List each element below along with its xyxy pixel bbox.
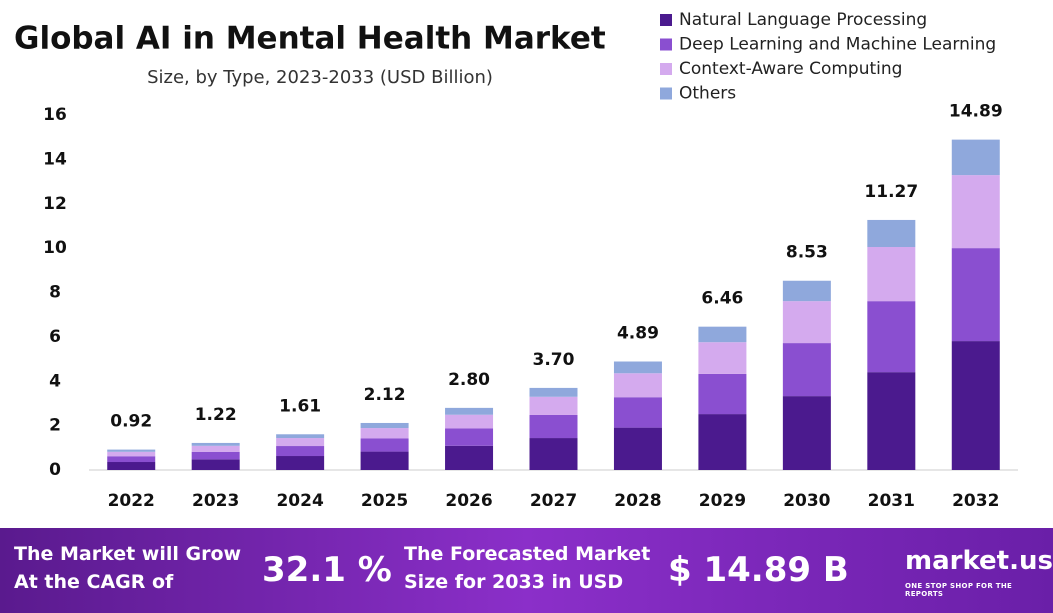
bar-segment: [529, 387, 578, 397]
bar-segment: [360, 438, 409, 452]
bar-segment: [191, 442, 240, 446]
bar-segment: [445, 445, 494, 470]
bar-segment: [698, 342, 747, 374]
bar-segment: [529, 414, 578, 439]
x-tick-label: 2022: [108, 491, 155, 511]
bar-segment: [951, 175, 1000, 249]
bar-segment: [867, 219, 916, 248]
bar-segment: [276, 456, 325, 470]
bar-segment: [276, 434, 325, 439]
tagline: ONE STOP SHOP FOR THE REPORTS: [905, 582, 1013, 598]
banner: The Market will Grow At the CAGR of 32.1…: [0, 528, 1053, 613]
x-tick-label: 2029: [699, 491, 746, 511]
bar-segment: [107, 449, 156, 452]
bar-segment: [529, 396, 578, 415]
bar-segment: [951, 139, 1000, 176]
bar-segment: [191, 451, 240, 460]
legend-label: Deep Learning and Machine Learning: [679, 35, 996, 55]
bar-segment: [698, 373, 747, 415]
x-tick-label: 2026: [445, 491, 492, 511]
y-tick-label: 10: [43, 238, 67, 258]
chart: Global AI in Mental Health Market Size, …: [14, 10, 1018, 511]
bar-segment: [867, 372, 916, 470]
total-label: 14.89: [949, 102, 1003, 122]
bar-segment: [445, 414, 494, 429]
total-label: 8.53: [786, 243, 828, 263]
bar-segment: [360, 422, 409, 429]
bar-segment: [782, 301, 831, 344]
bar-segment: [951, 341, 1000, 470]
y-tick-label: 6: [49, 327, 61, 347]
legend-label: Natural Language Processing: [679, 10, 927, 30]
bar-segment: [107, 456, 156, 463]
cagr-value: 32.1 %: [262, 550, 392, 590]
y-tick-label: 14: [43, 149, 67, 169]
bar-segment: [613, 373, 662, 398]
bar-segment: [445, 407, 494, 415]
legend-swatch: [660, 63, 672, 75]
bar-segment: [698, 414, 747, 470]
bar-segment: [782, 280, 831, 302]
total-label: 4.89: [617, 324, 659, 344]
cagr-text: The Market will Grow At the CAGR of: [14, 543, 242, 593]
bar-segment: [191, 445, 240, 452]
legend-label: Others: [679, 84, 736, 104]
forecast-text: The Forecasted Market Size for 2033 in U…: [404, 543, 651, 593]
x-tick-label: 2023: [192, 491, 239, 511]
bar-segment: [698, 326, 747, 343]
x-tick-label: 2032: [952, 491, 999, 511]
bar-segment: [360, 428, 409, 439]
bar-segment: [613, 427, 662, 470]
y-tick-label: 12: [43, 194, 67, 214]
x-tick-label: 2027: [530, 491, 577, 511]
bar-segment: [782, 396, 831, 470]
bar-segment: [613, 397, 662, 428]
x-tick-label: 2030: [783, 491, 830, 511]
y-tick-label: 8: [49, 283, 61, 303]
y-tick-label: 4: [49, 371, 61, 391]
total-label: 3.70: [533, 350, 575, 370]
bar-segment: [107, 462, 156, 470]
legend-label: Context-Aware Computing: [679, 59, 902, 79]
legend-swatch: [660, 14, 672, 26]
y-tick-label: 16: [43, 105, 67, 125]
total-label: 0.92: [110, 412, 152, 432]
x-tick-label: 2031: [868, 491, 915, 511]
bar-segment: [782, 343, 831, 397]
total-label: 1.61: [279, 396, 321, 416]
bar-segment: [867, 301, 916, 373]
legend-swatch: [660, 38, 672, 51]
bar-segment: [276, 438, 325, 447]
chart-subtitle: Size, by Type, 2023-2033 (USD Billion): [147, 67, 493, 88]
total-label: 1.22: [195, 405, 237, 425]
brand: market.us: [905, 546, 1053, 576]
x-tick-label: 2025: [361, 491, 408, 511]
bar-segment: [613, 361, 662, 374]
bar-segment: [951, 248, 1000, 342]
bar-segment: [445, 428, 494, 446]
x-tick-label: 2028: [614, 491, 661, 511]
x-tick-label: 2024: [276, 491, 323, 511]
y-tick-label: 0: [49, 460, 61, 480]
bar-segment: [191, 459, 240, 470]
total-label: 2.12: [364, 385, 406, 405]
bar-segment: [867, 247, 916, 302]
bar-segment: [276, 446, 325, 457]
total-label: 11.27: [864, 182, 918, 202]
chart-title: Global AI in Mental Health Market: [14, 21, 606, 57]
total-label: 6.46: [701, 289, 743, 309]
total-label: 2.80: [448, 370, 490, 390]
legend-swatch: [660, 87, 672, 100]
bar-segment: [360, 451, 409, 470]
forecast-value: $ 14.89 B: [668, 550, 849, 590]
bar-segment: [107, 451, 156, 457]
y-tick-label: 2: [49, 416, 61, 436]
bar-segment: [529, 438, 578, 470]
